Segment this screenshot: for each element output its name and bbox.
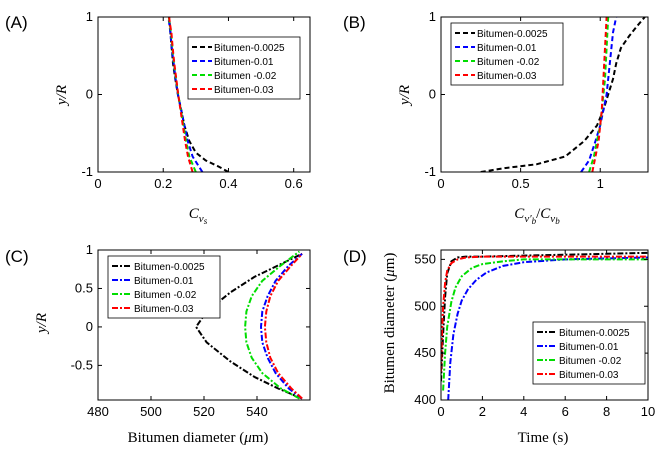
panel-c: (C) y/R Bitumen diameter (μm) 480 500 520 5…	[5, 242, 311, 446]
y-tick-label: 0.5	[75, 280, 93, 295]
y-tick-label: 1	[429, 9, 436, 24]
series-line-4	[263, 253, 303, 400]
legend-entry: Bitumen-0.01	[559, 342, 619, 353]
panel-a: (A) y/R Cvs 0 0.2 0.4 0.6-101Bitumen-0.0025…	[5, 9, 311, 226]
series-line-2	[259, 253, 303, 400]
series-line-1	[194, 252, 303, 400]
y-tick-label: 0	[86, 319, 93, 334]
legend-entry: Bitumen-0.03	[134, 304, 194, 315]
x-tick-label: 6	[562, 404, 569, 419]
x-tick-label: 520	[193, 404, 215, 419]
legend-entry: Bitumen-0.0025	[134, 262, 205, 273]
ylabel: y/R	[397, 85, 413, 107]
y-tick-label: -1	[424, 164, 436, 179]
legend-entry: Bitumen -0.02	[214, 71, 277, 82]
legend-entry: Bitumen-0.01	[214, 57, 274, 68]
y-tick-label: 500	[414, 298, 436, 313]
legend-entry: Bitumen-0.03	[214, 85, 274, 96]
y-tick-label: 1	[86, 242, 93, 257]
y-tick-label: 0	[86, 87, 93, 102]
ylabel: Bitumen diameter (μm)	[382, 253, 398, 394]
legend: Bitumen-0.0025 Bitumen-0.01 Bitumen -0.02 B…	[187, 36, 301, 100]
legend-entry: Bitumen-0.01	[477, 43, 537, 54]
series-line-3	[244, 250, 301, 400]
ylabel: y/R	[34, 313, 50, 335]
xlabel: Cv′b/Cvb	[514, 206, 560, 226]
legend-entry: Bitumen -0.02	[134, 290, 197, 301]
legend: Bitumen-0.0025 Bitumen-0.01 Bitumen -0.02 B…	[532, 321, 646, 385]
panel-label: (D)	[343, 247, 367, 266]
x-tick-label: 1	[597, 176, 604, 191]
series-line-4	[168, 17, 194, 172]
legend-entry: Bitumen -0.02	[559, 356, 622, 367]
y-tick-label: 1	[86, 9, 93, 24]
plot-frame	[440, 249, 649, 401]
series-line-4	[591, 17, 608, 172]
xlabel: Bitumen diameter (μm)	[128, 430, 269, 446]
series-line-3	[442, 258, 648, 391]
legend-entry: Bitumen-0.0025	[559, 328, 630, 339]
y-tick-label: 0	[429, 87, 436, 102]
series-line-3	[588, 17, 610, 172]
legend-entry: Bitumen-0.0025	[214, 43, 285, 54]
x-tick-label: 10	[641, 404, 655, 419]
legend: Bitumen-0.0025 Bitumen-0.01 Bitumen -0.02 B…	[450, 22, 564, 86]
series-line-1	[441, 251, 648, 382]
x-tick-label: 0	[437, 404, 444, 419]
panel-d: (D) Bitumen diameter (μm) Time (s) 0 2 4 6 8…	[343, 247, 655, 446]
y-tick-label: -1	[81, 164, 93, 179]
y-tick-label: 400	[414, 392, 436, 407]
y-tick-label: 550	[414, 251, 436, 266]
panel-label: (A)	[5, 13, 28, 32]
legend-entry: Bitumen-0.03	[559, 370, 619, 381]
x-tick-label: 0.4	[219, 176, 237, 191]
x-tick-label: 0	[94, 176, 101, 191]
series-line-2	[167, 17, 204, 172]
panel-label: (C)	[5, 247, 29, 266]
y-tick-label: -0.5	[71, 357, 93, 372]
series-line-2	[580, 17, 618, 172]
x-tick-label: 500	[140, 404, 162, 419]
x-tick-label: 0	[437, 176, 444, 191]
ylabel: y/R	[54, 85, 70, 107]
x-tick-label: 480	[87, 404, 109, 419]
x-tick-label: 540	[246, 404, 268, 419]
legend: Bitumen-0.0025 Bitumen-0.01 Bitumen -0.02 B…	[107, 255, 221, 319]
xlabel: Time (s)	[518, 430, 569, 446]
panel-b: (B) y/R Cv′b/Cvb 0 0.5 1-101Bitumen-0.0025…	[343, 9, 649, 226]
x-tick-label: 0.5	[512, 176, 530, 191]
legend-entry: Bitumen-0.0025	[477, 29, 548, 40]
legend-entry: Bitumen-0.01	[134, 276, 194, 287]
series-line-4	[441, 255, 648, 372]
legend-entry: Bitumen-0.03	[477, 71, 537, 82]
y-tick-label: 450	[414, 345, 436, 360]
x-tick-label: 4	[520, 404, 527, 419]
xlabel: Cvs	[189, 206, 208, 226]
series-line-3	[167, 17, 197, 172]
legend-entry: Bitumen -0.02	[477, 57, 540, 68]
x-tick-label: 2	[479, 404, 486, 419]
x-tick-label: 0.6	[285, 176, 303, 191]
panel-label: (B)	[343, 13, 366, 32]
x-tick-label: 8	[603, 404, 610, 419]
x-tick-label: 0.2	[154, 176, 172, 191]
